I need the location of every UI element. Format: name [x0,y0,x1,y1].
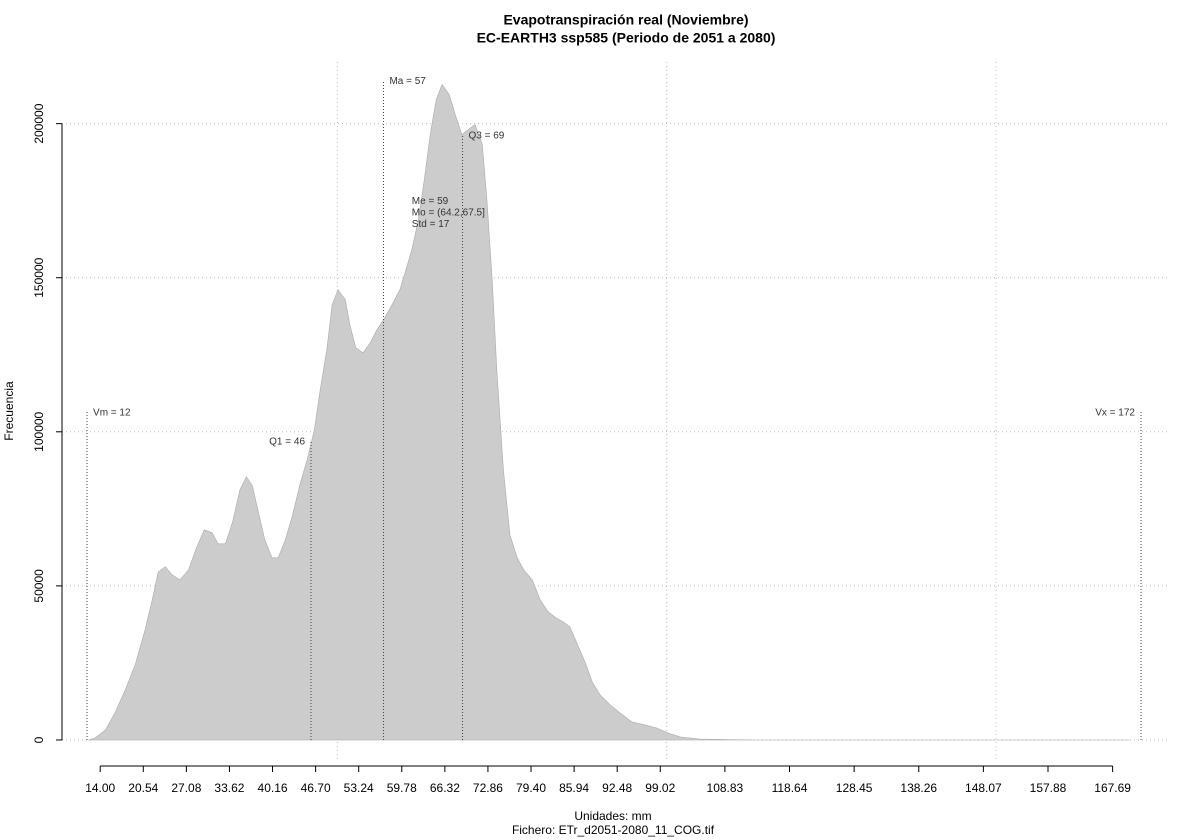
annotation-label: Q1 = 46 [269,437,305,448]
stats-label: Mo = (64.2,67.5] [412,208,485,219]
x-tick-label: 33.62 [214,781,244,795]
y-tick-label: 0 [32,736,46,743]
x-tick-label: 72.86 [473,781,503,795]
x-tick-label: 79.40 [516,781,546,795]
x-tick-label: 66.32 [430,781,460,795]
x-tick-label: 85.94 [559,781,589,795]
x-tick-label: 53.24 [344,781,374,795]
annotation-label: Ma = 57 [389,76,426,87]
x-tick-label: 99.02 [645,781,675,795]
x-tick-label: 157.88 [1030,781,1067,795]
x-tick-label: 59.78 [387,781,417,795]
y-tick-label: 100000 [32,411,46,451]
stats-label: Me = 59 [412,196,449,207]
x-tick-label: 14.00 [85,781,115,795]
density-area [88,83,1130,741]
x-tick-label: 148.07 [965,781,1002,795]
x-tick-label: 108.83 [707,781,744,795]
annotation-label: Vm = 12 [93,407,131,418]
x-axis-label: Unidades: mm [574,809,651,823]
stats-label: Std = 17 [412,219,450,230]
y-tick-label: 50000 [32,569,46,603]
x-tick-label: 46.70 [301,781,331,795]
annotation-label: Vx = 172 [1095,407,1135,418]
x-tick-label: 20.54 [128,781,158,795]
x-tick-label: 138.26 [900,781,937,795]
y-tick-label: 150000 [32,257,46,297]
x-tick-label: 40.16 [258,781,288,795]
x-tick-label: 92.48 [602,781,632,795]
y-axis-label: Frecuencia [2,381,16,441]
chart-subtitle: EC-EARTH3 ssp585 (Periodo de 2051 a 2080… [477,30,776,46]
y-tick-label: 200000 [32,103,46,143]
x-tick-label: 128.45 [836,781,873,795]
chart-title: Evapotranspiración real (Noviembre) [503,12,748,28]
x-tick-label: 167.69 [1094,781,1131,795]
x-tick-label: 27.08 [171,781,201,795]
footer: Fichero: ETr_d2051-2080_11_COG.tif [512,823,715,837]
annotation-label: Q3 = 69 [469,130,505,141]
x-tick-label: 118.64 [772,781,808,795]
